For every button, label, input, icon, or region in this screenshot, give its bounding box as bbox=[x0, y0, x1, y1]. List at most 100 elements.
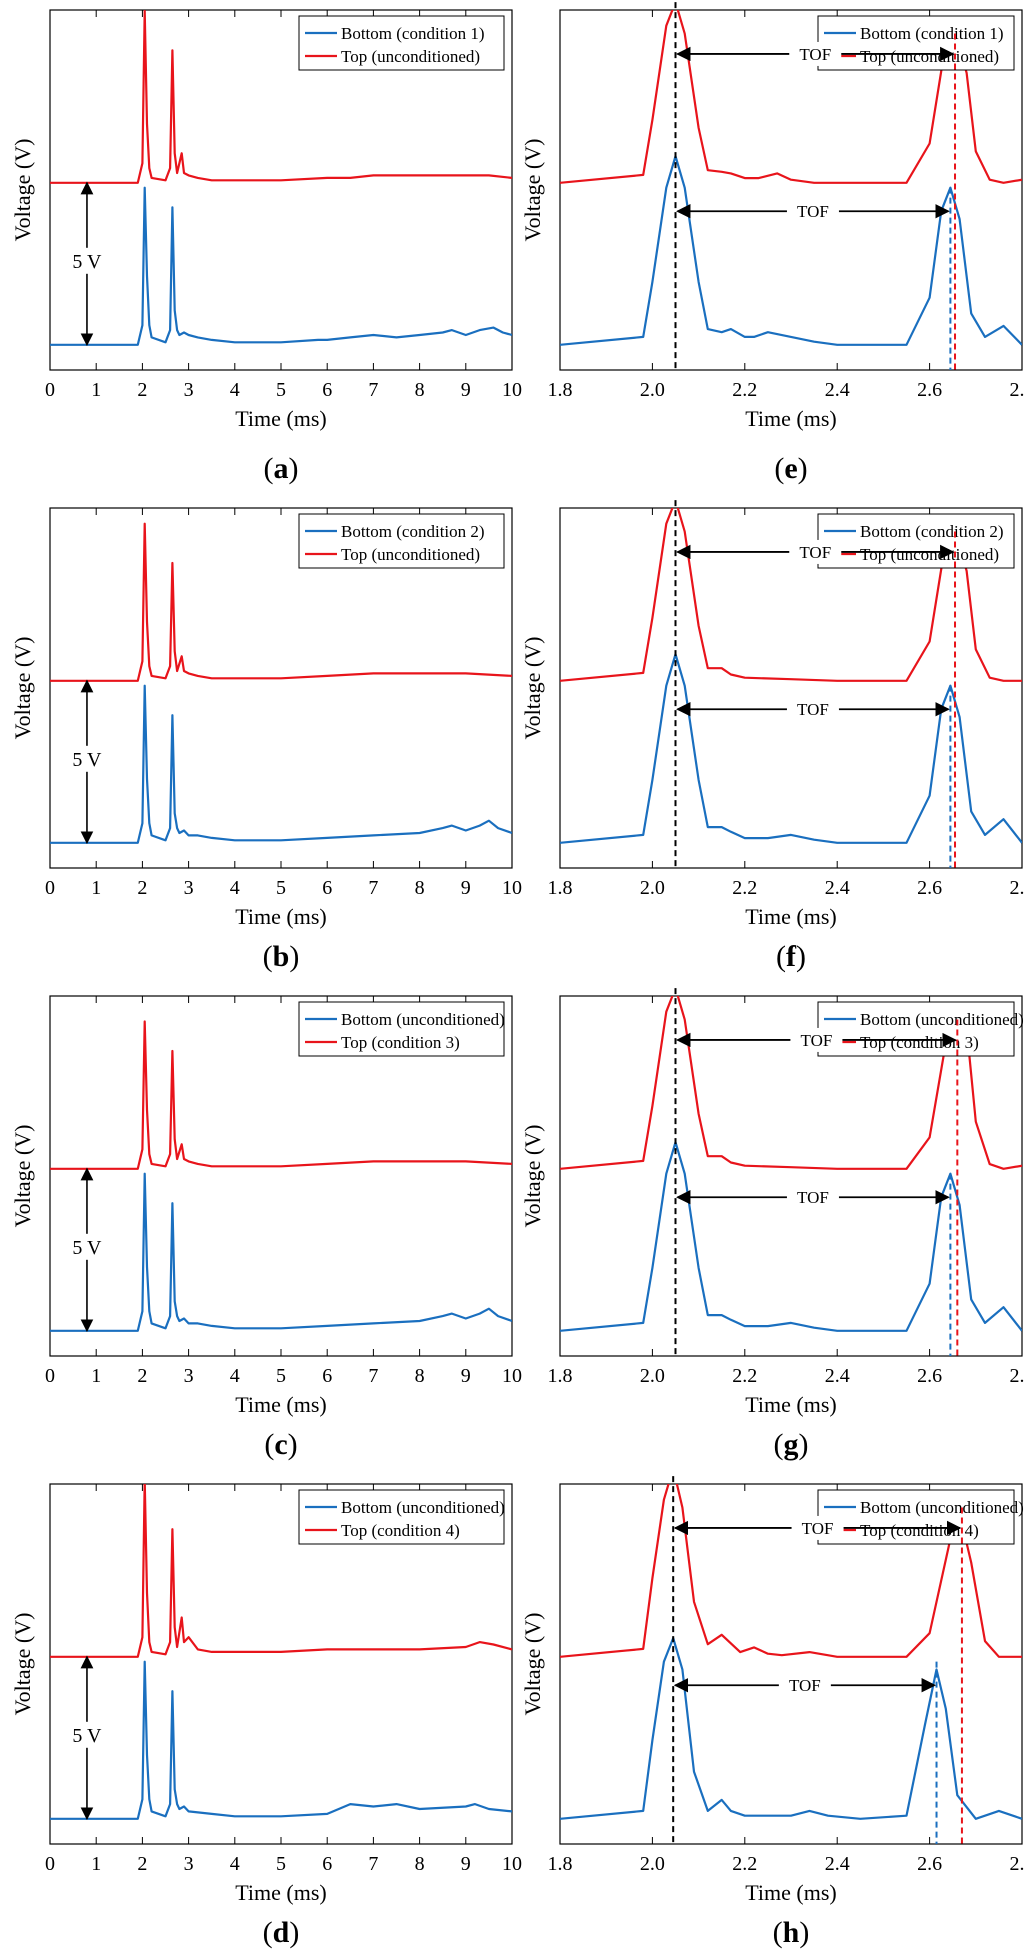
legend-label-bottom: Bottom (condition 1) bbox=[860, 24, 1004, 43]
panel-label-c: (c) bbox=[264, 1428, 297, 1461]
x-tick-label: 0 bbox=[45, 877, 55, 899]
x-tick-label: 3 bbox=[184, 1853, 194, 1875]
x-tick-label: 1 bbox=[91, 379, 101, 401]
x-tick-label: 1.8 bbox=[548, 877, 573, 899]
x-axis-label: Time (ms) bbox=[235, 1880, 326, 1905]
legend-box bbox=[298, 513, 505, 569]
tof-label-bottom: TOF bbox=[797, 202, 829, 221]
x-tick-label: 3 bbox=[184, 877, 194, 899]
y-axis-label: Voltage (V) bbox=[520, 637, 545, 740]
x-tick-label: 2.8 bbox=[1010, 379, 1024, 401]
x-tick-label: 2.2 bbox=[732, 1365, 757, 1387]
series-line-top bbox=[560, 996, 1022, 1170]
x-tick-label: 6 bbox=[322, 379, 332, 401]
x-tick-label: 2.2 bbox=[732, 1853, 757, 1875]
legend-label-bottom: Bottom (unconditioned) bbox=[860, 1010, 1024, 1029]
series-line-top bbox=[560, 508, 1022, 682]
panel-a: 0 1 2 3 4 5 6 7 8 9 10 Time (ms) Voltage (V) Bottom (… bbox=[10, 9, 522, 485]
legend-label-top: Top (unconditioned) bbox=[341, 47, 480, 66]
plot-frame bbox=[559, 9, 1023, 371]
x-tick-label: 8 bbox=[415, 1853, 425, 1875]
tof-label-bottom: TOF bbox=[797, 700, 829, 719]
panel-letter: d bbox=[273, 1916, 290, 1949]
panel-f: 1.8 2.0 2.2 2.4 2.6 2.8 Time (ms) Voltage (V) Bo… bbox=[520, 500, 1024, 973]
x-tick-label: 5 bbox=[276, 379, 286, 401]
tof-label-bg-top bbox=[790, 1027, 843, 1052]
x-tick-label: 7 bbox=[368, 877, 378, 899]
series-line-top bbox=[50, 1484, 512, 1658]
x-tick-label: 2.0 bbox=[640, 1853, 665, 1875]
x-tick-label: 7 bbox=[368, 1853, 378, 1875]
x-tick-label: 4 bbox=[230, 379, 240, 401]
tof-label-bg-top bbox=[791, 1515, 844, 1540]
x-tick-label: 10 bbox=[502, 379, 522, 401]
scale-bar-label: 5 V bbox=[72, 251, 102, 273]
panel-letter: h bbox=[783, 1916, 800, 1949]
series-line-top bbox=[560, 10, 1022, 184]
x-tick-label: 2 bbox=[137, 1365, 147, 1387]
panel-letter: g bbox=[784, 1428, 799, 1461]
x-tick-label: 2.6 bbox=[917, 1853, 942, 1875]
x-tick-label: 9 bbox=[461, 1365, 471, 1387]
series-line-top bbox=[50, 1020, 512, 1170]
x-tick-label: 2.4 bbox=[825, 877, 850, 899]
series-line-bottom bbox=[560, 155, 1022, 346]
tof-label-bg-top bbox=[789, 539, 842, 564]
panel-letter: f bbox=[786, 940, 797, 973]
x-tick-label: 1 bbox=[91, 1853, 101, 1875]
x-tick-label: 2.2 bbox=[732, 379, 757, 401]
paren-open: ( bbox=[264, 1428, 274, 1461]
x-tick-label: 6 bbox=[322, 1853, 332, 1875]
series-line-bottom bbox=[50, 186, 512, 346]
x-tick-label: 7 bbox=[368, 379, 378, 401]
y-axis-label: Voltage (V) bbox=[10, 139, 35, 242]
x-tick-label: 2.4 bbox=[825, 379, 850, 401]
x-tick-label: 4 bbox=[230, 877, 240, 899]
plot-frame bbox=[559, 1483, 1023, 1845]
x-tick-label: 5 bbox=[276, 1365, 286, 1387]
scale-bar-label-bg bbox=[66, 247, 107, 274]
x-tick-label: 2 bbox=[137, 877, 147, 899]
legend-label-top: Top (unconditioned) bbox=[341, 545, 480, 564]
x-tick-label: 2.2 bbox=[732, 877, 757, 899]
panel-letter: e bbox=[784, 452, 797, 485]
x-tick-label: 4 bbox=[230, 1365, 240, 1387]
panel-e: 1.8 2.0 2.2 2.4 2.6 2.8 Time (ms) Voltage (V) Bo… bbox=[520, 2, 1024, 485]
series-line-bottom bbox=[560, 653, 1022, 844]
series-line-top bbox=[50, 10, 512, 184]
x-tick-label: 10 bbox=[502, 1365, 522, 1387]
x-tick-label: 4 bbox=[230, 1853, 240, 1875]
x-tick-label: 2.6 bbox=[917, 379, 942, 401]
x-tick-label: 10 bbox=[502, 877, 522, 899]
x-tick-label: 2.4 bbox=[825, 1365, 850, 1387]
legend-label-top: Top (condition 4) bbox=[341, 1521, 460, 1540]
x-tick-label: 1 bbox=[91, 1365, 101, 1387]
legend-label-bottom: Bottom (unconditioned) bbox=[860, 1498, 1024, 1517]
x-tick-label: 3 bbox=[184, 379, 194, 401]
tof-label-bg-bottom bbox=[786, 697, 839, 722]
x-tick-label: 8 bbox=[415, 1365, 425, 1387]
panel-label-d: (d) bbox=[263, 1916, 300, 1949]
x-axis-label: Time (ms) bbox=[745, 1392, 836, 1417]
legend-label-top: Top (condition 4) bbox=[860, 1521, 979, 1540]
x-axis-label: Time (ms) bbox=[235, 1392, 326, 1417]
legend-label-top: Top (unconditioned) bbox=[860, 47, 999, 66]
panel-label-h: (h) bbox=[773, 1916, 810, 1949]
x-tick-label: 2 bbox=[137, 379, 147, 401]
x-tick-label: 2.0 bbox=[640, 877, 665, 899]
panel-g: 1.8 2.0 2.2 2.4 2.6 2.8 Time (ms) Voltage (V) Bo… bbox=[520, 988, 1024, 1461]
legend-label-bottom: Bottom (condition 2) bbox=[860, 522, 1004, 541]
x-axis-label: Time (ms) bbox=[235, 904, 326, 929]
y-axis-label: Voltage (V) bbox=[520, 1613, 545, 1716]
tof-label-bg-top bbox=[789, 41, 842, 66]
legend-box bbox=[298, 15, 505, 71]
x-tick-label: 1 bbox=[91, 877, 101, 899]
panel-letter: b bbox=[273, 940, 290, 973]
x-tick-label: 2.6 bbox=[917, 877, 942, 899]
paren-close: ) bbox=[288, 1428, 298, 1461]
legend-box bbox=[298, 1489, 505, 1545]
panel-b: 0 1 2 3 4 5 6 7 8 9 10 Time (ms) Voltage (V) Bottom (… bbox=[10, 507, 522, 973]
scale-bar-label-bg bbox=[66, 1721, 107, 1748]
x-axis-label: Time (ms) bbox=[745, 1880, 836, 1905]
paren-open: ( bbox=[773, 1916, 783, 1949]
